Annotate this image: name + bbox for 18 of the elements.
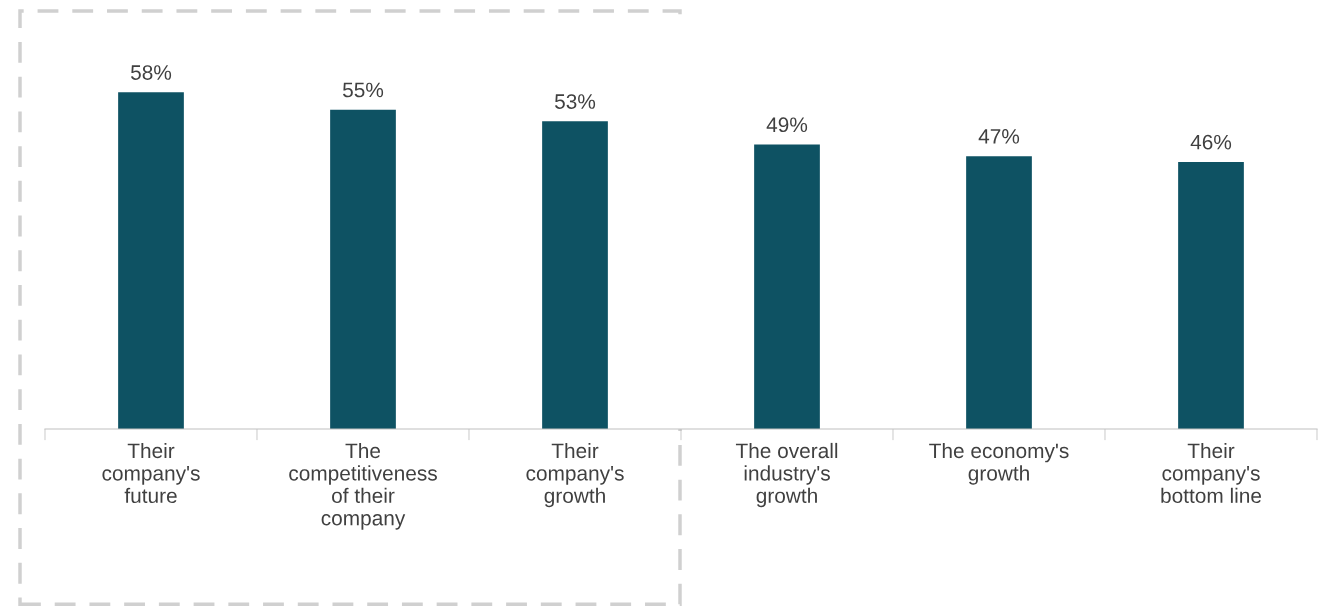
bar: [966, 156, 1032, 429]
data-label: 49%: [766, 117, 808, 133]
data-label: 53%: [554, 94, 596, 109]
bar: [1178, 161, 1244, 429]
x-tick-label: The overall industry's growth: [735, 442, 838, 508]
x-tick-label: The economy's growth: [929, 442, 1069, 485]
bar: [118, 92, 184, 429]
x-tick-label: Their company's growth: [526, 442, 624, 508]
bar: [330, 109, 396, 429]
data-label: 58%: [130, 65, 172, 80]
data-label: 47%: [978, 129, 1020, 144]
bar: [754, 144, 820, 429]
x-tick-label: Their company's future: [102, 442, 200, 504]
data-label: 55%: [342, 82, 384, 98]
bar: [542, 121, 608, 429]
x-tick-label: Their company's bottom line: [1161, 442, 1262, 504]
data-label: 46%: [1190, 134, 1232, 150]
x-tick-label: The competitiveness of their company: [289, 442, 437, 530]
